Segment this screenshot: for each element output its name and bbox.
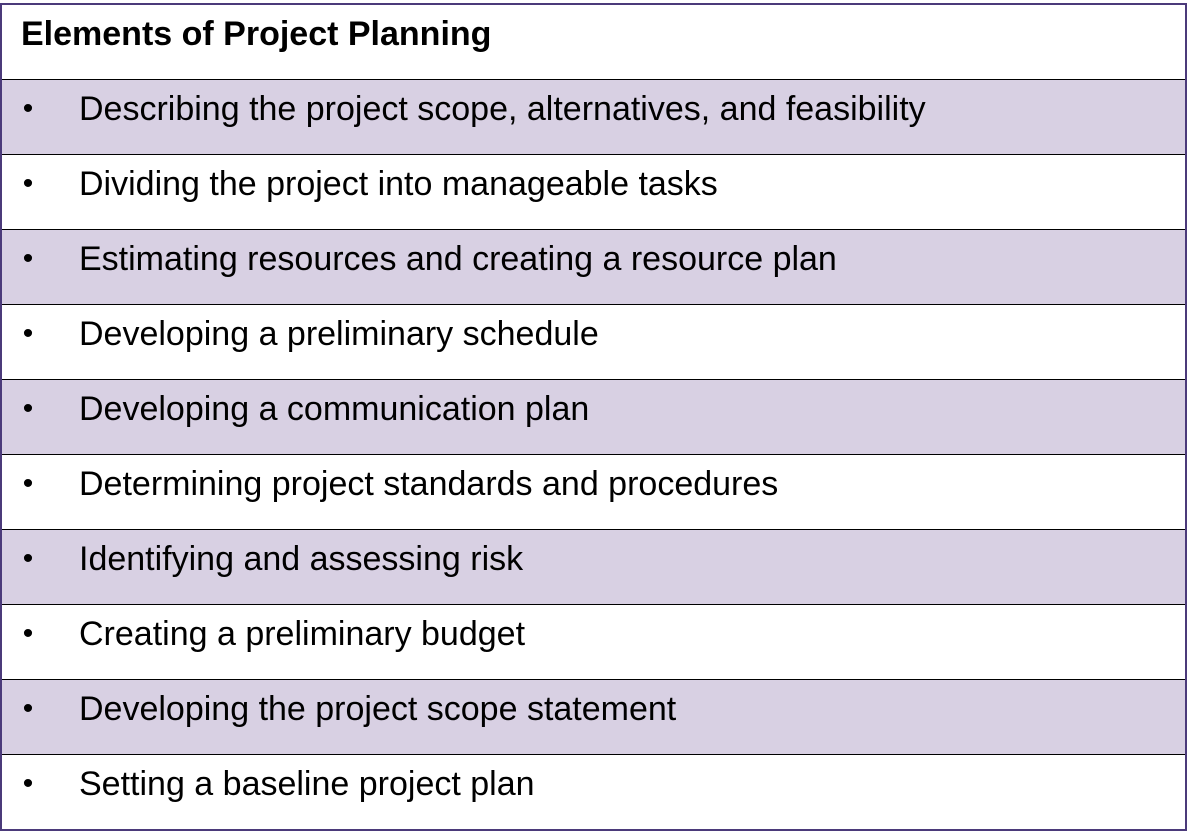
bullet-icon: • (22, 392, 34, 425)
bullet-icon: • (22, 542, 34, 575)
table-row: • Developing a preliminary schedule (2, 304, 1185, 379)
table-row: • Developing a communication plan (2, 379, 1185, 454)
list-item-text: Identifying and assessing risk (79, 540, 524, 578)
bullet-icon: • (22, 767, 34, 800)
bullet-icon: • (22, 167, 34, 200)
bullet-icon: • (22, 692, 34, 725)
table-row: • Dividing the project into manageable t… (2, 154, 1185, 229)
table-row: • Identifying and assessing risk (2, 529, 1185, 604)
project-planning-table: Elements of Project Planning • Describin… (0, 3, 1187, 831)
list-item-text: Creating a preliminary budget (79, 615, 526, 653)
list-item-text: Determining project standards and proced… (79, 465, 779, 503)
table-header-row: Elements of Project Planning (2, 5, 1185, 79)
table-title: Elements of Project Planning (21, 15, 492, 53)
bullet-icon: • (22, 242, 34, 275)
bullet-icon: • (22, 467, 34, 500)
list-item-text: Setting a baseline project plan (79, 765, 535, 803)
bullet-icon: • (22, 617, 34, 650)
table-row: • Describing the project scope, alternat… (2, 79, 1185, 154)
table-row: • Creating a preliminary budget (2, 604, 1185, 679)
bullet-icon: • (22, 92, 34, 125)
list-item-text: Developing a preliminary schedule (79, 315, 599, 353)
bullet-icon: • (22, 317, 34, 350)
table-row: • Determining project standards and proc… (2, 454, 1185, 529)
table-row: • Estimating resources and creating a re… (2, 229, 1185, 304)
list-item-text: Dividing the project into manageable tas… (79, 165, 718, 203)
table-row: • Setting a baseline project plan (2, 754, 1185, 829)
list-item-text: Developing the project scope statement (79, 690, 677, 728)
table-row: • Developing the project scope statement (2, 679, 1185, 754)
list-item-text: Developing a communication plan (79, 390, 590, 428)
list-item-text: Describing the project scope, alternativ… (79, 90, 926, 128)
list-item-text: Estimating resources and creating a reso… (79, 240, 837, 278)
